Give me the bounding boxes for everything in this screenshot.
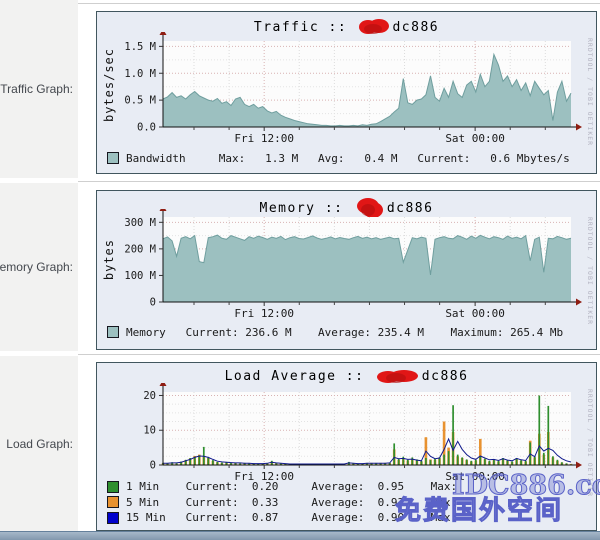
svg-text:1.0 M: 1.0 M bbox=[124, 68, 156, 80]
svg-text:Fri 12:00: Fri 12:00 bbox=[234, 132, 294, 145]
rrdtool-watermark: RRDTOOL / TOBI OETIKER bbox=[586, 389, 594, 498]
redaction-scribble bbox=[355, 197, 385, 219]
memory-graph-panel[interactable]: Memory :: dc886 bytes RRDTOOL / TOBI OET… bbox=[96, 190, 597, 350]
memory-graph-title: Memory :: dc886 bbox=[97, 197, 596, 219]
bottom-divider-bar bbox=[0, 531, 600, 540]
svg-text:300 M: 300 M bbox=[124, 217, 156, 229]
bandwidth-legend-swatch bbox=[107, 152, 119, 164]
svg-text:1.5 M: 1.5 M bbox=[124, 41, 156, 53]
row-divider bbox=[78, 3, 600, 4]
traffic-graph-panel[interactable]: Traffic :: dc886 bytes/sec RRDTOOL / TOB… bbox=[96, 11, 597, 174]
svg-text:Fri 12:00: Fri 12:00 bbox=[234, 307, 294, 320]
svg-text:0.5 M: 0.5 M bbox=[124, 95, 156, 107]
redaction-scribble bbox=[376, 369, 420, 384]
memory-legend-swatch bbox=[107, 326, 119, 338]
svg-text:20: 20 bbox=[143, 390, 156, 402]
svg-text:0: 0 bbox=[150, 460, 156, 472]
svg-text:0.0: 0.0 bbox=[137, 122, 156, 134]
load-legend: 1 Min Current: 0.20 Average: 0.95 Max: 5… bbox=[107, 479, 457, 526]
traffic-legend-text: Bandwidth Max: 1.3 M Avg: 0.4 M Current:… bbox=[126, 151, 570, 165]
15min-legend-swatch bbox=[107, 511, 119, 524]
load-graph-title: Load Average :: dc886 bbox=[224, 369, 469, 384]
redaction-scribble bbox=[358, 18, 390, 35]
svg-text:100 M: 100 M bbox=[124, 270, 156, 282]
traffic-graph-row-label: Traffic Graph: bbox=[0, 0, 78, 178]
svg-text:Fri 12:00: Fri 12:00 bbox=[234, 470, 294, 483]
svg-text:Sat 00:00: Sat 00:00 bbox=[445, 132, 505, 145]
row-divider bbox=[78, 181, 600, 182]
load-legend-row-1min: 1 Min Current: 0.20 Average: 0.95 Max: bbox=[107, 479, 457, 495]
traffic-legend: Bandwidth Max: 1.3 M Avg: 0.4 M Current:… bbox=[107, 151, 570, 165]
traffic-chart-image[interactable]: 0.0 0.5 M 1.0 M 1.5 M Fri 12:00 Sat 00:00 bbox=[98, 29, 595, 151]
memory-graph-row-label: Memory Graph: bbox=[0, 183, 78, 351]
load-legend-row-15min: 15 Min Current: 0.87 Average: 0.90 Max: bbox=[107, 510, 457, 526]
load-chart-image[interactable]: 0 10 20 Fri 12:00 Sat 00:00 bbox=[98, 380, 595, 488]
rrdtool-watermark: RRDTOOL / TOBI OETIKER bbox=[586, 38, 594, 147]
svg-text:0: 0 bbox=[150, 297, 156, 309]
svg-text:Sat 00:00: Sat 00:00 bbox=[445, 470, 505, 483]
load-graph-row-label: Load Graph: bbox=[0, 356, 78, 531]
1min-legend-swatch bbox=[107, 480, 119, 493]
5min-legend-swatch bbox=[107, 496, 119, 509]
memory-chart-image[interactable]: 0 100 M 200 M 300 M Fri 12:00 Sat 00:00 bbox=[98, 205, 595, 326]
row-divider bbox=[78, 354, 600, 355]
load-legend-row-5min: 5 Min Current: 0.33 Average: 0.93 Max: bbox=[107, 495, 457, 511]
svg-text:Sat 00:00: Sat 00:00 bbox=[445, 307, 505, 320]
memory-legend-text: Memory Current: 236.6 M Average: 235.4 M… bbox=[126, 325, 564, 339]
memory-legend: Memory Current: 236.6 M Average: 235.4 M… bbox=[107, 325, 563, 339]
rrdtool-watermark: RRDTOOL / TOBI OETIKER bbox=[586, 217, 594, 326]
traffic-graph-title: Traffic :: dc886 bbox=[253, 18, 440, 35]
svg-text:200 M: 200 M bbox=[124, 243, 156, 255]
svg-text:10: 10 bbox=[143, 425, 156, 437]
load-graph-panel[interactable]: Load Average :: dc886 RRDTOOL / TOBI OET… bbox=[96, 362, 597, 531]
